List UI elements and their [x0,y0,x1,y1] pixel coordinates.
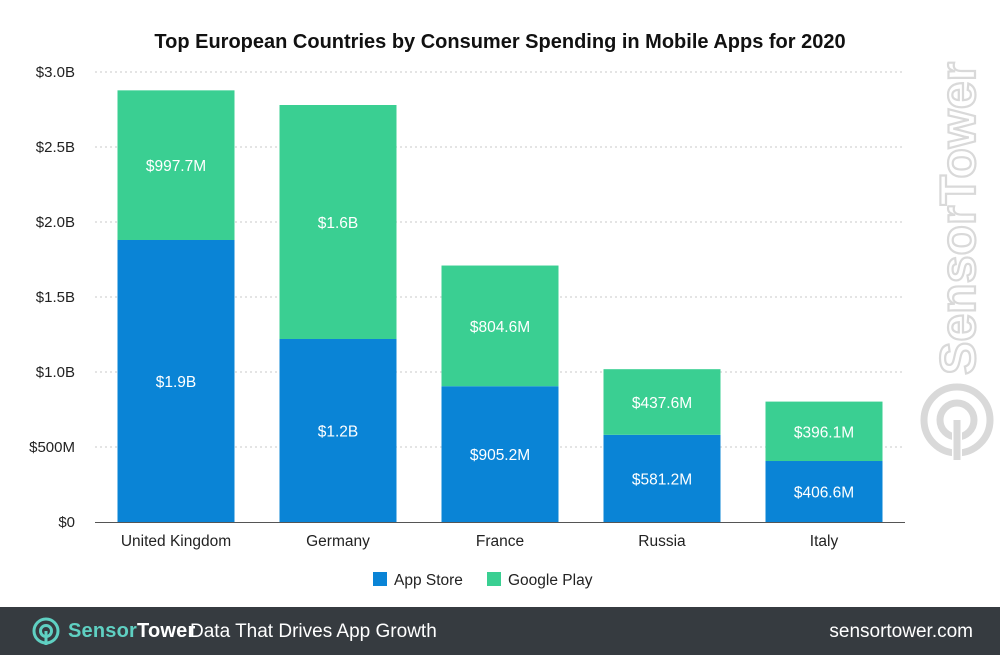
legend-label: Google Play [508,572,593,589]
x-tick-label: United Kingdom [121,533,231,550]
data-label: $905.2M [470,447,530,464]
data-label: $1.2B [318,424,359,441]
legend-swatch [487,572,501,586]
bar-app-store [765,461,883,522]
footer-brand-tower: Tower [137,620,196,642]
y-tick-label: $500M [29,439,75,456]
watermark-text: SensorTower [930,62,986,375]
chart: Top European Countries by Consumer Spend… [29,31,994,589]
y-tick-label: $3.0B [36,64,75,81]
footer-bar: SensorTower Data That Drives App Growth … [0,607,1000,655]
bar-google-play [279,105,397,339]
sensortower-logo-icon [32,617,60,645]
x-axis: United Kingdom Germany France Russia Italy [121,533,839,550]
bar-app-store [603,434,721,522]
legend: App Store Google Play [373,572,593,589]
x-tick-label: France [476,533,524,550]
bar-google-play [603,369,721,435]
y-tick-label: $0 [58,514,75,531]
y-tick-label: $2.0B [36,214,75,231]
x-tick-label: Russia [638,533,686,550]
data-label: $997.7M [146,158,206,175]
legend-swatch [373,572,387,586]
sensortower-watermark-icon [920,383,994,460]
bar-google-play [117,90,235,240]
data-label: $396.1M [794,424,854,441]
data-label: $406.6M [794,485,854,502]
data-label: $804.6M [470,319,530,336]
data-label: $1.9B [156,374,197,391]
footer-brand: SensorTower [68,620,195,643]
data-label: $581.2M [632,471,692,488]
bar-app-store [279,339,397,522]
x-tick-label: Germany [306,533,370,550]
bar-google-play [441,265,559,387]
y-tick-label: $1.5B [36,289,75,306]
x-tick-label: Italy [810,533,839,550]
chart-title: Top European Countries by Consumer Spend… [154,31,845,53]
watermark: SensorTower [920,61,994,460]
y-tick-label: $2.5B [36,139,75,156]
bars [117,90,883,522]
legend-label: App Store [394,572,463,589]
y-axis: $0 $500M $1.0B $1.5B $2.0B $2.5B $3.0B [29,64,75,531]
data-label: $437.6M [632,395,692,412]
bar-google-play [765,401,883,462]
bar-app-store [441,386,559,522]
data-labels: $1.9B $997.7M $1.2B $1.6B $905.2M $804.6M $581… [146,158,854,501]
bar-app-store [117,240,235,522]
footer-site-link[interactable]: sensortower.com [829,621,973,642]
footer-tagline: Data That Drives App Growth [190,621,437,642]
footer-brand-sensor: Sensor [68,620,138,642]
y-tick-label: $1.0B [36,364,75,381]
data-label: $1.6B [318,215,359,232]
